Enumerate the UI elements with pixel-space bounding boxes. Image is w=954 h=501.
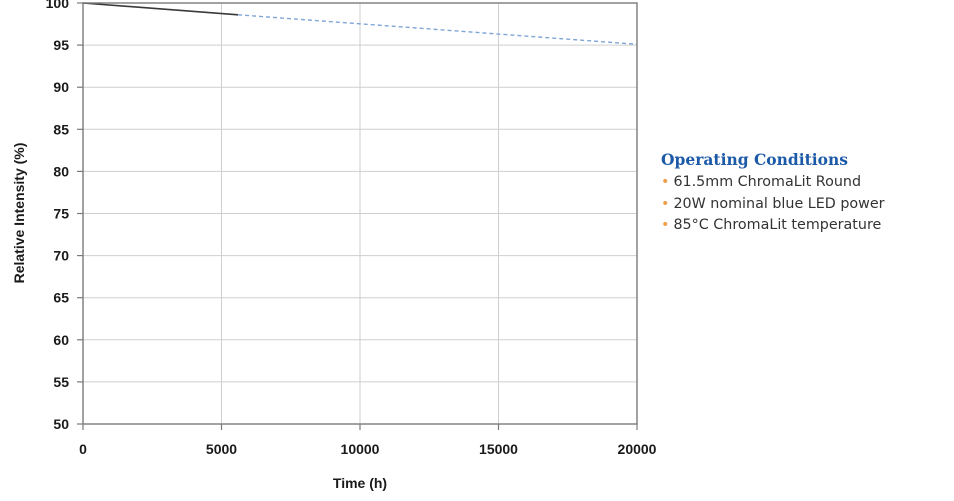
x-tick-label: 5000 [206,441,237,457]
x-tick-label: 15000 [479,441,518,457]
bullet-icon: • [661,217,670,233]
y-tick-label: 70 [53,248,69,264]
operating-conditions-panel: Operating Conditions • 61.5mm ChromaLit R… [661,150,951,237]
y-tick-label: 100 [46,0,70,11]
bullet-icon: • [661,195,670,212]
condition-text: 85°C ChromaLit temperature [673,217,882,233]
y-tick-labels: 50 55 60 65 70 75 80 85 90 95 100 [46,0,70,432]
y-tick-label: 95 [53,37,69,53]
y-tick-label: 85 [53,121,69,137]
y-tick-label: 75 [53,206,69,222]
series-lines [82,2,638,45]
y-tick-label: 60 [53,332,69,348]
y-tick-label: 55 [53,374,69,390]
y-tick-label: 90 [53,79,69,95]
condition-item: • 85°C ChromaLit temperature [661,215,951,237]
condition-item: • 61.5mm ChromaLit Round [661,172,951,194]
x-tick-label: 10000 [341,441,380,457]
plot-frame [82,2,638,425]
projected-series-line [238,14,638,45]
grid [77,2,638,430]
y-tick-label: 50 [53,416,69,432]
y-tick-label: 65 [53,290,69,306]
x-axis-title: Time (h) [333,475,387,491]
x-tick-label: 0 [79,441,87,457]
measured-series-line [82,2,239,16]
bullet-icon: • [661,174,670,190]
condition-item: • 20W nominal blue LED power [661,194,951,216]
condition-text: 20W nominal blue LED power [673,195,885,212]
x-tick-labels: 0 5000 10000 15000 20000 [79,441,657,457]
x-tick-label: 20000 [618,441,657,457]
y-axis-title: Relative Intensity (%) [11,143,27,284]
y-tick-label: 80 [53,163,69,179]
operating-conditions-list: • 61.5mm ChromaLit Round • 20W nominal blu… [661,172,951,237]
condition-text: 61.5mm ChromaLit Round [673,174,862,190]
operating-conditions-title: Operating Conditions [661,150,849,169]
